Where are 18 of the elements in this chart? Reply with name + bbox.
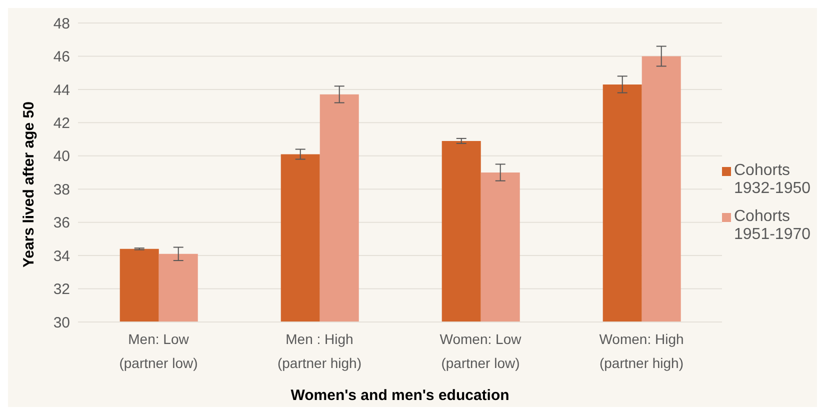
y-tick-label: 46 xyxy=(53,48,70,66)
y-tick-label: 36 xyxy=(53,214,70,232)
y-tick-label: 38 xyxy=(53,181,70,198)
y-tick-label: 40 xyxy=(53,148,70,166)
x-tick-label: Women: Low (partner low) xyxy=(440,331,522,371)
y-tick-label: 32 xyxy=(53,281,70,298)
x-axis-title: Women's and men's education xyxy=(290,387,510,404)
y-tick-label: 30 xyxy=(53,314,70,332)
y-tick-label: 42 xyxy=(53,114,70,132)
y-tick-label: 48 xyxy=(53,15,70,32)
x-tick-label: Men: Low (partner low) xyxy=(119,331,198,371)
x-tick-label: Men : High (partner high) xyxy=(277,331,362,371)
y-tick-label: 44 xyxy=(53,82,70,99)
y-tick-label: 34 xyxy=(53,248,70,265)
legend-label: Cohorts 1951-1970 xyxy=(734,208,811,244)
y-axis-title: Years lived after age 50 xyxy=(20,102,38,268)
x-tick-label: Women: High (partner high) xyxy=(599,331,684,371)
legend-label: Cohorts 1932-1950 xyxy=(734,162,811,198)
